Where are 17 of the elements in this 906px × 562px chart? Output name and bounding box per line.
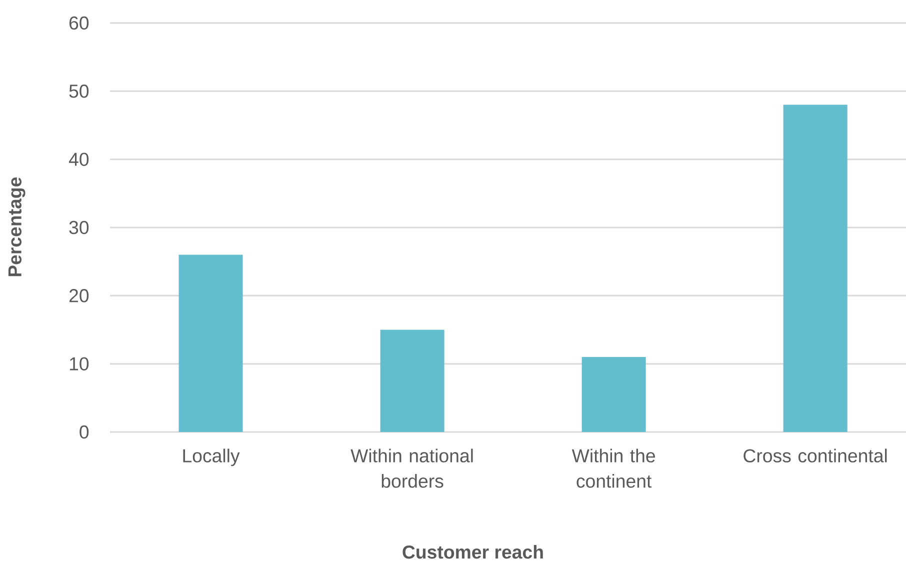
y-tick-label: 20 — [69, 289, 89, 302]
bar — [178, 254, 243, 432]
y-tick-label: 0 — [80, 425, 89, 439]
y-tick-label: 10 — [70, 357, 89, 370]
y-tick-label: 30 — [69, 220, 89, 234]
bar — [582, 357, 646, 432]
y-axis-title: Percentage — [8, 177, 26, 276]
x-axis-title: Customer reach — [402, 544, 543, 559]
x-tick-label: Locally — [183, 448, 240, 466]
bar — [783, 104, 848, 432]
x-tick-label: Within national borders — [350, 448, 473, 488]
x-tick-label: Within the continent — [572, 448, 655, 488]
y-tick-label: 40 — [68, 152, 89, 166]
y-tick-label: 60 — [69, 16, 89, 30]
y-tick-label: 50 — [69, 84, 89, 98]
bar — [380, 330, 444, 432]
x-tick-label: Cross continental — [744, 448, 887, 462]
